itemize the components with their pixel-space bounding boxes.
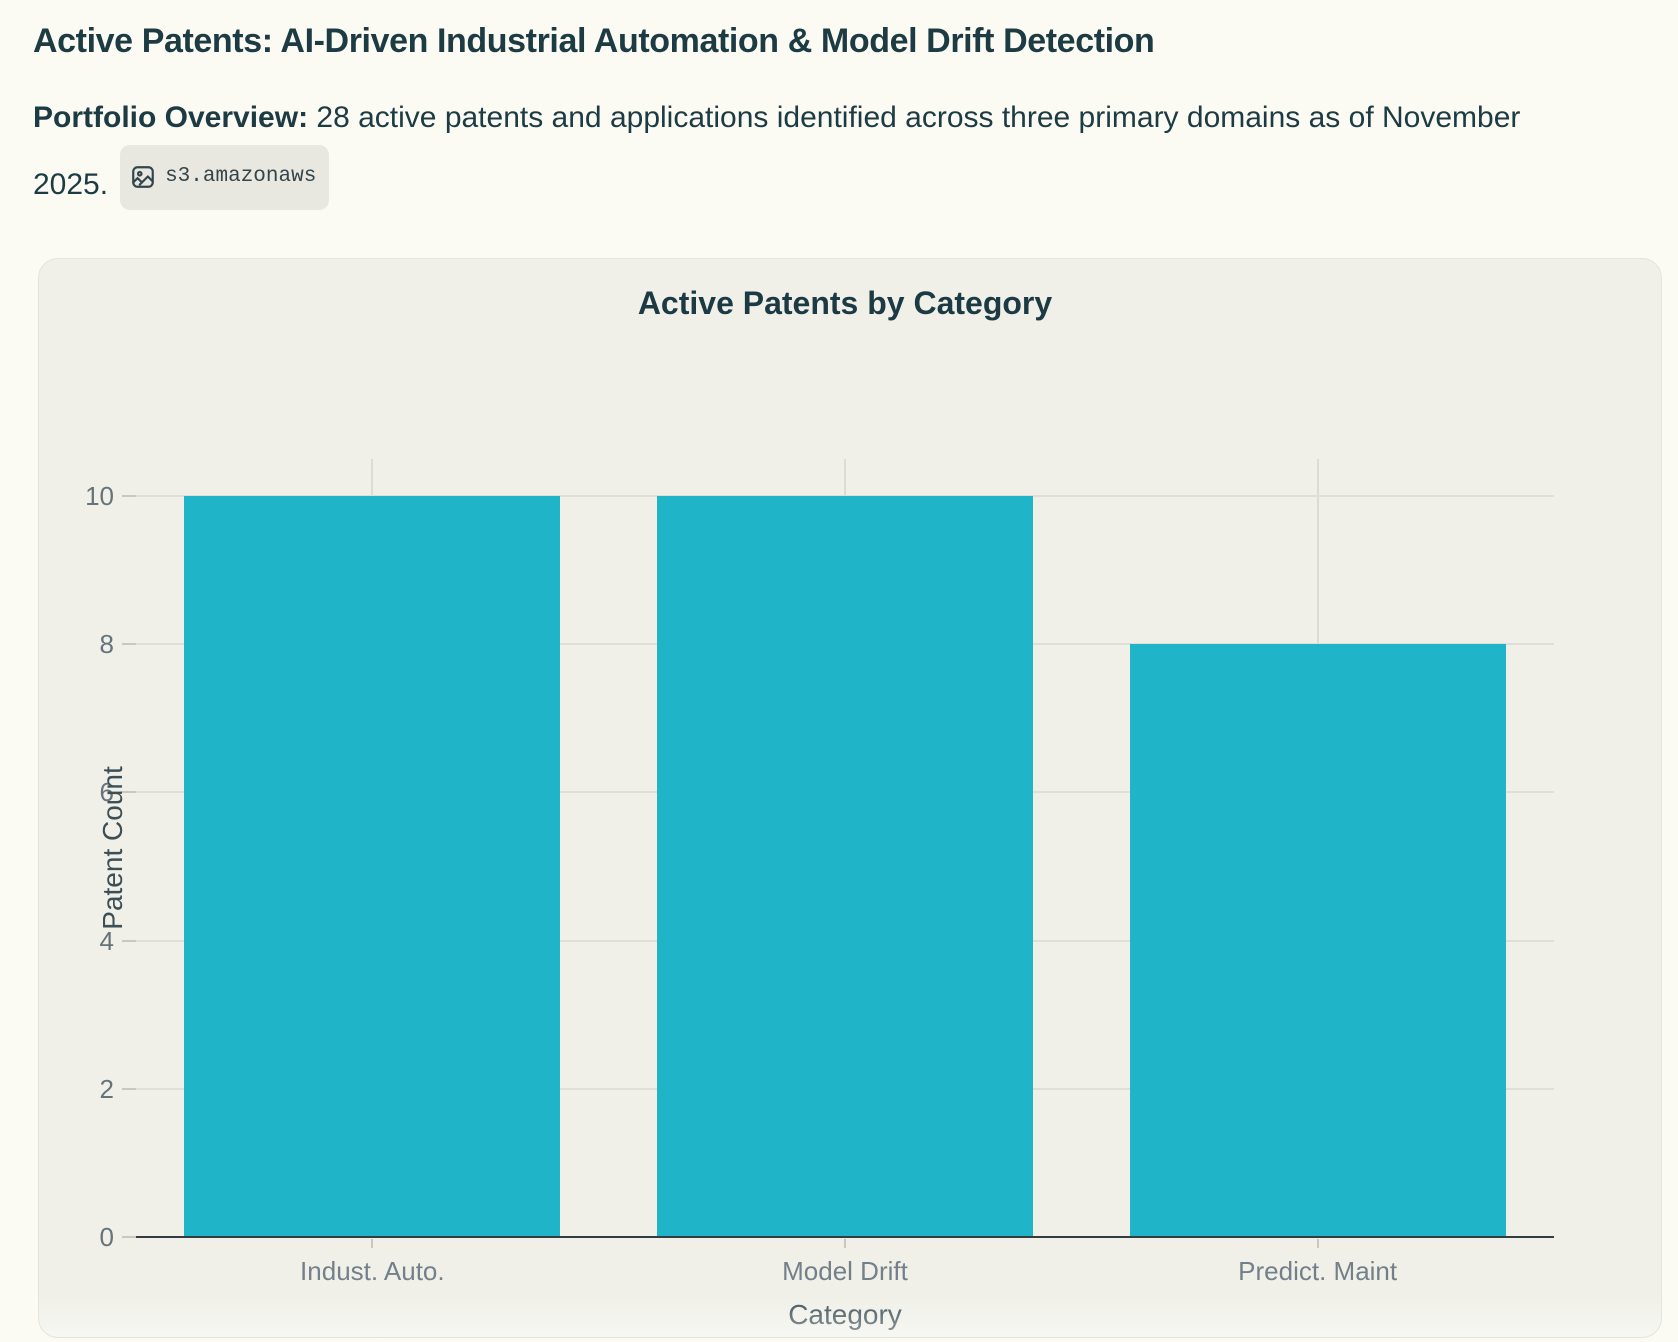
overview-paragraph: Portfolio Overview: 28 active patents an… xyxy=(33,91,1603,212)
y-tick-mark xyxy=(122,791,136,794)
citation-label: s3.amazonaws xyxy=(165,165,317,188)
y-tick-mark xyxy=(122,495,136,498)
overview-label: Portfolio Overview: xyxy=(33,101,309,134)
x-tick-label: Model Drift xyxy=(782,1256,908,1286)
y-tick-mark xyxy=(122,643,136,646)
bar xyxy=(184,496,561,1237)
y-tick-label: 6 xyxy=(99,777,114,808)
y-tick-label: 2 xyxy=(99,1073,114,1104)
y-axis-title: Patent Count xyxy=(97,766,128,930)
overview-body: 28 active patents and applications ident… xyxy=(33,101,1521,201)
x-axis-title: Category xyxy=(788,1299,902,1330)
chart-title: Active Patents by Category xyxy=(637,285,1053,321)
bar xyxy=(657,496,1033,1237)
x-tick-mark xyxy=(1316,1239,1319,1248)
x-tick-mark xyxy=(371,1239,374,1248)
y-tick-label: 0 xyxy=(99,1222,114,1252)
bar xyxy=(1129,644,1506,1237)
x-tick-mark xyxy=(844,1239,846,1248)
x-tick-label: Indust. Auto. xyxy=(300,1256,445,1286)
y-tick-mark xyxy=(122,1236,136,1238)
page-title: Active Patents: AI-Driven Industrial Aut… xyxy=(33,22,1155,60)
bar-chart-plot-area: 0 2 4 6 8 10 Indust. Auto. Model Drift Predict. … xyxy=(39,259,1661,1337)
y-tick-mark xyxy=(122,1087,136,1090)
y-tick-label: 4 xyxy=(99,925,114,956)
citation-badge[interactable]: s3.amazonaws xyxy=(120,145,330,210)
x-tick-label: Predict. Maint xyxy=(1238,1256,1398,1286)
chart-card: Active Patents by Category 0 2 4 6 8 10 Indust… xyxy=(38,258,1662,1338)
image-icon xyxy=(132,166,154,188)
x-axis-line xyxy=(136,1236,1554,1238)
y-tick-label: 8 xyxy=(99,629,114,660)
y-tick-label: 10 xyxy=(85,481,114,512)
page-header: Active Patents: AI-Driven Industrial Aut… xyxy=(33,22,1633,212)
y-tick-mark xyxy=(122,939,136,942)
